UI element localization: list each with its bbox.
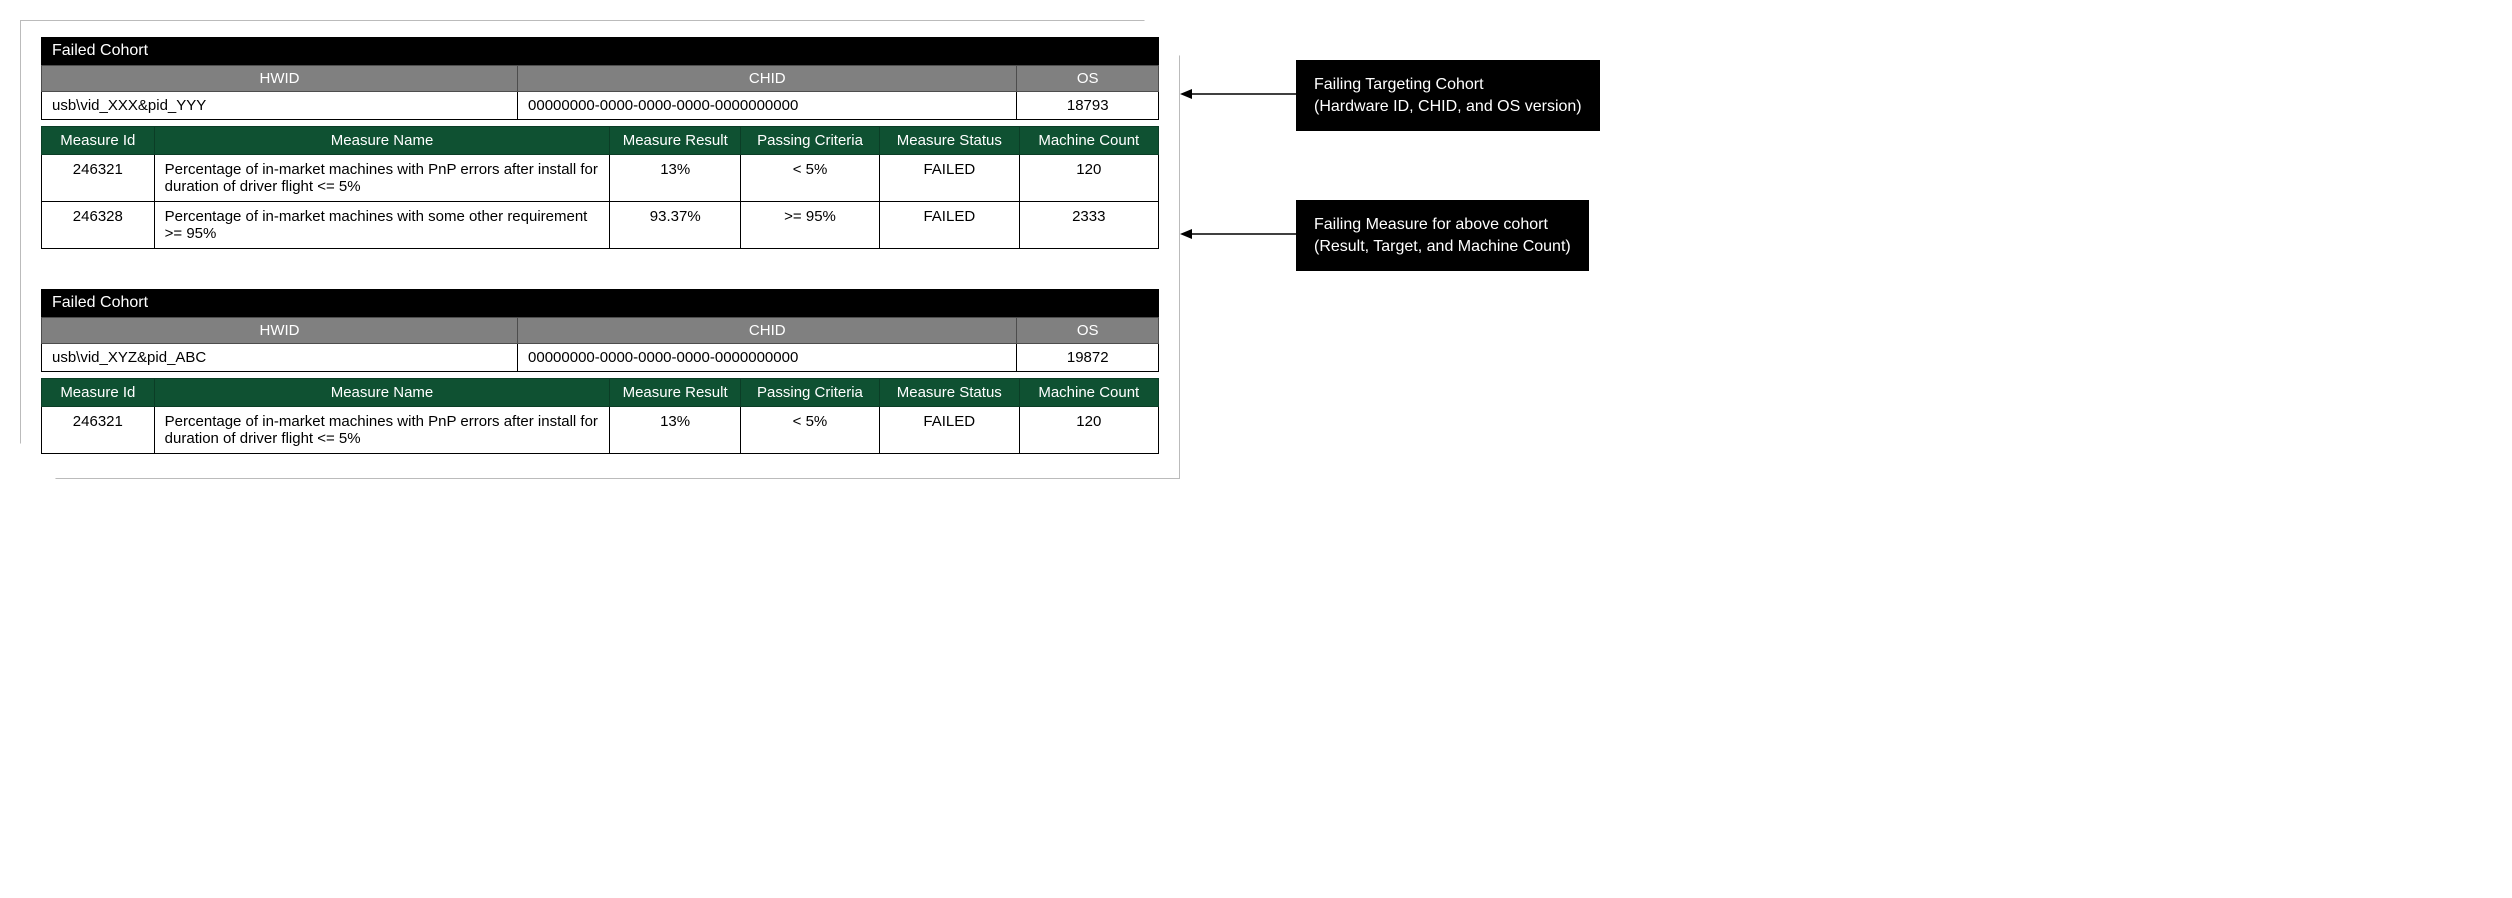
callout-measure-line1: Failing Measure for above cohort: [1314, 214, 1571, 236]
measure-header-id: Measure Id: [42, 127, 155, 155]
cohort-header-chid: CHID: [518, 318, 1017, 344]
measure-header-criteria: Passing Criteria: [741, 127, 880, 155]
cohort-block: Failed CohortHWIDCHIDOSusb\vid_XYZ&pid_A…: [41, 289, 1159, 454]
measure-header-criteria: Passing Criteria: [740, 379, 879, 407]
cohort-cell-chid: 00000000-0000-0000-0000-0000000000: [518, 344, 1017, 372]
cohort-cell-os: 19872: [1017, 344, 1159, 372]
report-panel: Failed CohortHWIDCHIDOSusb\vid_XXX&pid_Y…: [20, 20, 1180, 479]
callout-cohort-line2: (Hardware ID, CHID, and OS version): [1314, 96, 1582, 118]
measure-cell-criteria: < 5%: [740, 407, 879, 454]
measure-header-count: Machine Count: [1019, 379, 1158, 407]
cohort-table: HWIDCHIDOSusb\vid_XXX&pid_YYY00000000-00…: [41, 65, 1159, 120]
measure-header-status: Measure Status: [879, 379, 1019, 407]
measure-cell-status: FAILED: [880, 155, 1020, 202]
measure-row: 246321Percentage of in-market machines w…: [42, 155, 1159, 202]
measure-cell-name: Percentage of in-market machines with so…: [154, 202, 610, 249]
measure-cell-id: 246328: [42, 202, 155, 249]
measure-row: 246321Percentage of in-market machines w…: [42, 407, 1159, 454]
measure-cell-id: 246321: [42, 155, 155, 202]
arrow-measure: [1180, 224, 1300, 244]
measure-cell-id: 246321: [42, 407, 155, 454]
measure-header-name: Measure Name: [154, 379, 610, 407]
measure-cell-status: FAILED: [880, 202, 1020, 249]
cohort-row: usb\vid_XXX&pid_YYY00000000-0000-0000-00…: [42, 92, 1159, 120]
measure-header-count: Machine Count: [1019, 127, 1158, 155]
measure-cell-name: Percentage of in-market machines with Pn…: [154, 155, 610, 202]
measure-cell-criteria: < 5%: [741, 155, 880, 202]
cohort-header-os: OS: [1017, 318, 1159, 344]
cohort-block: Failed CohortHWIDCHIDOSusb\vid_XXX&pid_Y…: [41, 37, 1159, 249]
cohort-title: Failed Cohort: [41, 37, 1159, 65]
measure-cell-count: 120: [1019, 155, 1158, 202]
arrow-cohort: [1180, 84, 1300, 104]
measure-row: 246328Percentage of in-market machines w…: [42, 202, 1159, 249]
measure-header-name: Measure Name: [154, 127, 610, 155]
measure-header-result: Measure Result: [610, 127, 741, 155]
callout-cohort: Failing Targeting Cohort (Hardware ID, C…: [1296, 60, 1600, 131]
cohort-cell-hwid: usb\vid_XYZ&pid_ABC: [42, 344, 518, 372]
measure-header-id: Measure Id: [42, 379, 155, 407]
measure-header-status: Measure Status: [880, 127, 1020, 155]
cohort-header-chid: CHID: [518, 66, 1017, 92]
measure-header-result: Measure Result: [610, 379, 741, 407]
measure-cell-name: Percentage of in-market machines with Pn…: [154, 407, 610, 454]
cohort-cell-os: 18793: [1017, 92, 1159, 120]
cohort-cell-chid: 00000000-0000-0000-0000-0000000000: [518, 92, 1017, 120]
cohort-cell-hwid: usb\vid_XXX&pid_YYY: [42, 92, 518, 120]
measure-table: Measure IdMeasure NameMeasure ResultPass…: [41, 126, 1159, 249]
cohort-header-os: OS: [1017, 66, 1159, 92]
measure-cell-result: 13%: [610, 155, 741, 202]
measure-cell-status: FAILED: [879, 407, 1019, 454]
cohort-title: Failed Cohort: [41, 289, 1159, 317]
callout-measure-line2: (Result, Target, and Machine Count): [1314, 236, 1571, 258]
cohort-row: usb\vid_XYZ&pid_ABC00000000-0000-0000-00…: [42, 344, 1159, 372]
measure-cell-count: 120: [1019, 407, 1158, 454]
cohort-table: HWIDCHIDOSusb\vid_XYZ&pid_ABC00000000-00…: [41, 317, 1159, 372]
measure-table: Measure IdMeasure NameMeasure ResultPass…: [41, 378, 1159, 454]
cohort-header-hwid: HWID: [42, 66, 518, 92]
callout-measure: Failing Measure for above cohort (Result…: [1296, 200, 1589, 271]
measure-cell-result: 13%: [610, 407, 741, 454]
measure-cell-result: 93.37%: [610, 202, 741, 249]
callout-cohort-line1: Failing Targeting Cohort: [1314, 74, 1582, 96]
measure-cell-count: 2333: [1019, 202, 1158, 249]
measure-cell-criteria: >= 95%: [741, 202, 880, 249]
cohort-header-hwid: HWID: [42, 318, 518, 344]
